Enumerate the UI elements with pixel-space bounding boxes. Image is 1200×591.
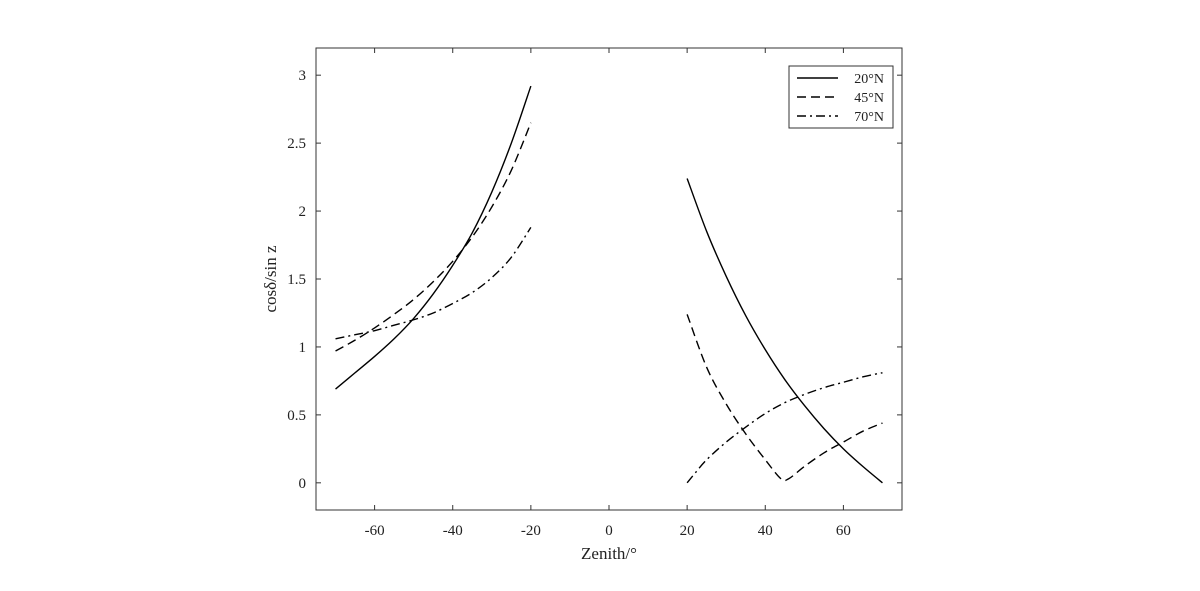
legend-label-20n: 20°N [854,72,884,87]
y-tick-label: 2.5 [287,136,306,152]
y-tick-label: 1 [299,340,307,356]
x-tick-label: 60 [836,523,851,539]
y-tick-label: 0 [299,476,307,492]
x-tick-label: -20 [521,523,541,539]
plot-frame [315,47,903,511]
series-line-70n-positive [686,372,883,484]
legend-box [788,65,894,129]
legend-label-70n: 70°N [854,110,884,125]
series-line-70n-negative [335,226,532,340]
y-tick-label: 3 [299,68,307,84]
series-line-45n-negative [335,122,532,352]
y-tick-label: 0.5 [287,408,306,424]
series-line-45n-positive [686,314,883,482]
x-axis-ticks: -60 -40 -20 0 20 40 60 [365,48,851,539]
x-tick-label: 0 [605,523,613,539]
y-axis-ticks: 0 0.5 1 1.5 2 2.5 3 [287,68,902,492]
series-line-20n-negative [335,85,532,390]
x-tick-label: 20 [680,523,695,539]
x-tick-label: -40 [443,523,463,539]
legend: 20°N 45°N 70°N [788,65,894,129]
series-line-20n-positive [686,178,883,484]
series-layer [335,85,883,484]
x-axis-label: Zenith/° [581,544,637,563]
x-tick-label: -60 [365,523,385,539]
y-tick-label: 2 [299,204,307,220]
y-axis-label: cosδ/sin z [261,245,280,312]
y-tick-label: 1.5 [287,272,306,288]
legend-label-45n: 45°N [854,91,884,106]
x-tick-label: 40 [758,523,773,539]
